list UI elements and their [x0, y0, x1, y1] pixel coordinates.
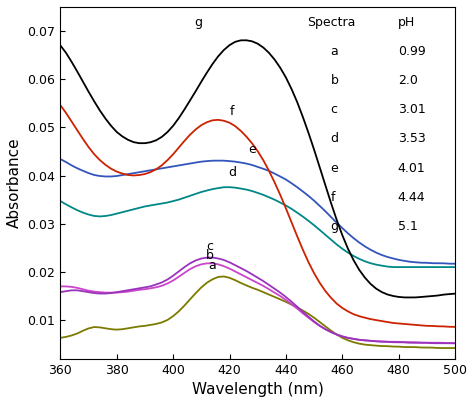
Text: f: f	[331, 191, 335, 204]
Text: g: g	[331, 220, 339, 233]
Text: f: f	[230, 105, 235, 118]
Text: b: b	[206, 249, 214, 262]
Text: 0.99: 0.99	[398, 45, 426, 58]
Text: c: c	[206, 240, 213, 252]
Text: e: e	[331, 162, 338, 175]
Text: d: d	[331, 133, 339, 145]
Text: b: b	[331, 74, 338, 87]
Text: c: c	[331, 103, 338, 116]
Text: a: a	[209, 259, 217, 272]
Text: 4.44: 4.44	[398, 191, 426, 204]
X-axis label: Wavelength (nm): Wavelength (nm)	[192, 382, 324, 397]
Text: 2.0: 2.0	[398, 74, 418, 87]
Text: g: g	[194, 16, 202, 29]
Text: e: e	[248, 143, 256, 156]
Text: 3.01: 3.01	[398, 103, 426, 116]
Y-axis label: Absorbance: Absorbance	[7, 137, 22, 228]
Text: Spectra: Spectra	[307, 16, 356, 29]
Text: pH: pH	[398, 16, 415, 29]
Text: 4.01: 4.01	[398, 162, 426, 175]
Text: d: d	[228, 166, 237, 179]
Text: a: a	[331, 45, 338, 58]
Text: 3.53: 3.53	[398, 133, 426, 145]
Text: 5.1: 5.1	[398, 220, 418, 233]
